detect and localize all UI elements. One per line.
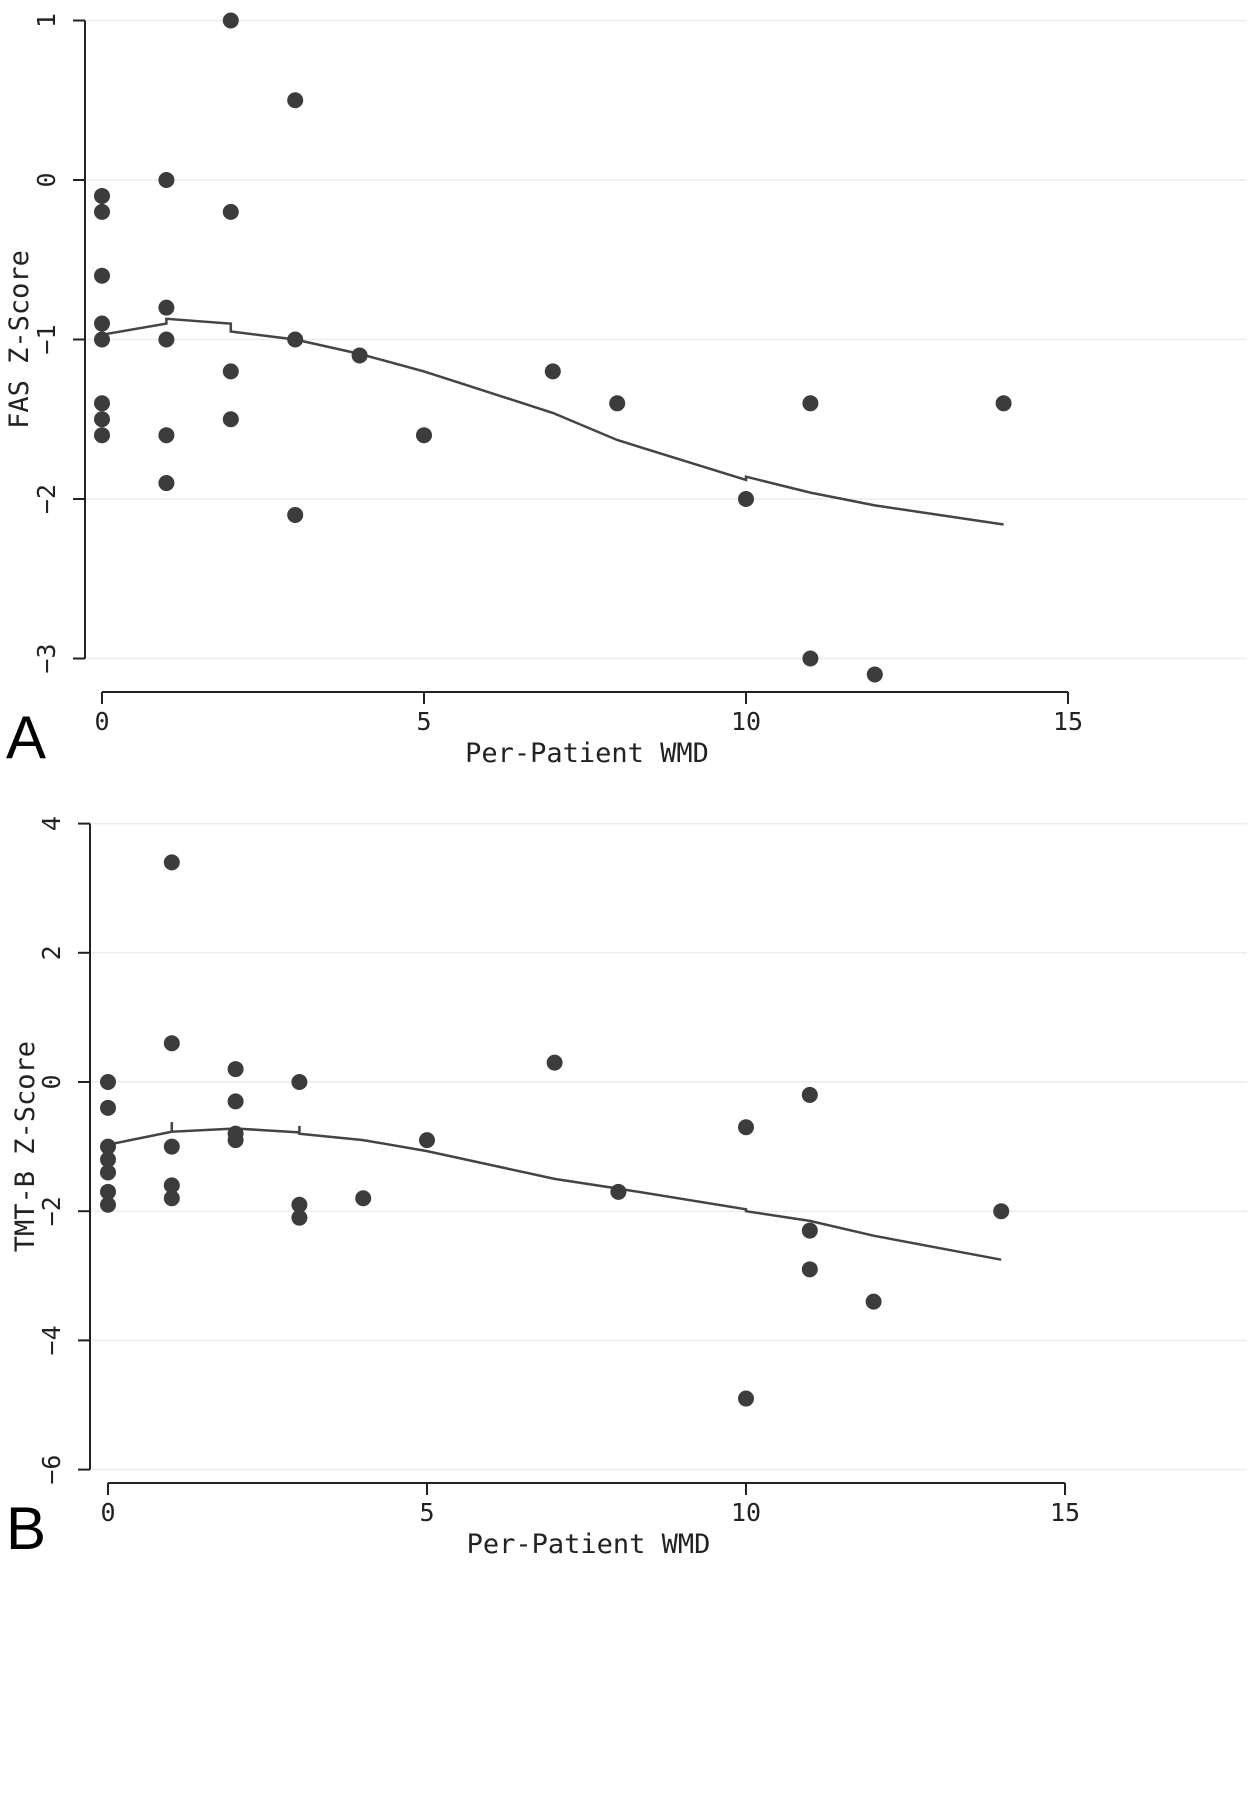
y-tick-label: 1 (32, 13, 61, 28)
data-point (609, 395, 626, 412)
data-point (738, 491, 754, 507)
panel-letter: A (6, 704, 46, 771)
data-point (738, 1119, 754, 1136)
y-tick-label: −1 (32, 324, 61, 354)
y-tick-label: −6 (37, 1455, 66, 1485)
data-point (158, 331, 175, 348)
x-tick-label: 0 (94, 707, 109, 736)
y-axis-title: TMT-B Z-Score (10, 1041, 41, 1252)
data-point (995, 395, 1012, 412)
x-tick-label: 5 (419, 1498, 434, 1527)
data-point (544, 363, 561, 380)
data-point (801, 1261, 818, 1278)
data-point (222, 203, 239, 220)
data-point (802, 650, 819, 667)
data-point (94, 187, 110, 204)
x-tick-label: 15 (1050, 1498, 1080, 1527)
data-point (866, 666, 883, 683)
data-point (416, 427, 432, 444)
data-point (801, 1222, 818, 1239)
data-point (227, 1093, 244, 1110)
data-point (163, 854, 180, 871)
data-point (100, 1164, 116, 1181)
data-point (419, 1132, 435, 1149)
data-point (865, 1293, 882, 1310)
data-point (94, 315, 110, 332)
data-point (158, 427, 175, 444)
data-point (94, 427, 110, 444)
data-point (163, 1138, 180, 1155)
data-point (163, 1190, 180, 1207)
data-point (94, 411, 110, 428)
data-point (291, 1074, 308, 1090)
x-tick-label: 10 (731, 1498, 761, 1527)
data-point (610, 1183, 627, 1200)
x-axis-title: Per-Patient WMD (465, 738, 709, 769)
data-point (100, 1151, 116, 1168)
data-point (158, 475, 175, 492)
data-point (100, 1196, 116, 1213)
data-point (291, 1209, 308, 1226)
data-point (100, 1138, 116, 1155)
panel-b: 4 2 0 −2 −4 −6 0 5 10 15 Per-Patient WMD TMT-B Z-Sc… (6, 816, 1247, 1562)
data-point (100, 1099, 116, 1116)
data-point (163, 1177, 180, 1194)
data-point (227, 1132, 244, 1149)
x-tick-label: 5 (416, 707, 431, 736)
panel-letter: B (6, 1495, 46, 1562)
data-point (355, 1190, 372, 1207)
x-axis-title: Per-Patient WMD (467, 1529, 711, 1560)
data-point (94, 203, 110, 220)
data-point (351, 347, 368, 364)
data-point (222, 12, 239, 29)
data-point (158, 172, 175, 188)
x-tick-label: 0 (100, 1498, 115, 1527)
x-tick-label: 10 (731, 707, 761, 736)
data-point (738, 1390, 754, 1407)
y-tick-label: 0 (37, 1074, 66, 1089)
data-point (287, 92, 304, 109)
data-point (227, 1061, 244, 1078)
data-point (222, 411, 239, 428)
fit-line (101, 317, 1004, 526)
y-tick-label: −2 (32, 484, 61, 514)
data-point (291, 1196, 308, 1213)
y-tick-label: −4 (37, 1325, 66, 1355)
y-tick-label: 0 (32, 172, 61, 187)
fit-line (107, 1122, 1002, 1261)
data-point (100, 1074, 116, 1090)
y-axis-title: FAS Z-Score (4, 250, 35, 429)
data-point (287, 331, 304, 348)
data-point (94, 331, 110, 348)
data-point (287, 506, 304, 523)
data-point (802, 395, 819, 412)
x-tick-label: 15 (1053, 707, 1083, 736)
data-point (222, 363, 239, 380)
y-tick-label: 4 (37, 816, 66, 831)
data-point (100, 1183, 116, 1200)
data-point (94, 267, 110, 284)
y-tick-label: 2 (37, 945, 66, 960)
data-point (546, 1054, 563, 1071)
data-point (163, 1035, 180, 1052)
y-tick-label: −2 (37, 1196, 66, 1226)
data-point (94, 395, 110, 412)
data-point (801, 1086, 818, 1103)
y-tick-label: −3 (32, 643, 61, 673)
data-point (158, 299, 175, 316)
data-point (993, 1203, 1010, 1220)
